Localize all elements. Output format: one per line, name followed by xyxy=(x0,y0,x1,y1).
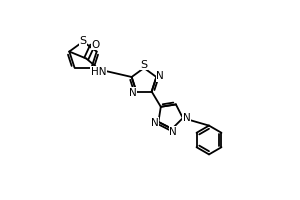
Text: S: S xyxy=(80,36,87,46)
Text: HN: HN xyxy=(91,67,106,77)
Text: N: N xyxy=(151,118,159,128)
Text: N: N xyxy=(129,88,136,98)
Text: S: S xyxy=(140,60,148,70)
Text: O: O xyxy=(92,40,100,50)
Text: N: N xyxy=(156,71,164,81)
Text: N: N xyxy=(169,127,177,137)
Text: N: N xyxy=(183,113,190,123)
